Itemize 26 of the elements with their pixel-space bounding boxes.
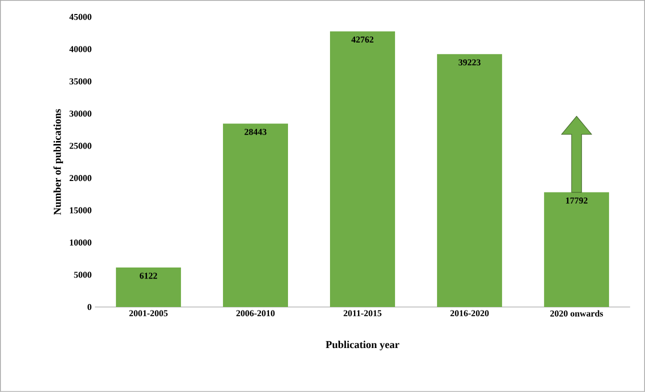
data-label: 28443 — [244, 128, 266, 135]
y-tick-label: 25000 — [70, 142, 92, 149]
y-tick-label: 30000 — [70, 110, 92, 117]
x-axis-title: Publication year — [326, 340, 400, 350]
y-tick-label: 10000 — [70, 240, 92, 246]
y-tick-label: 15000 — [70, 207, 92, 214]
y-axis-title: Number of publications — [53, 109, 64, 215]
y-tick-label: 40000 — [69, 46, 92, 52]
x-tick-label: 2001-2005 — [129, 310, 168, 316]
data-label: 42762 — [351, 36, 374, 43]
y-tick-label: 35000 — [70, 78, 92, 84]
bar — [116, 268, 181, 308]
x-tick-label: 2020 onwards — [550, 310, 603, 317]
y-tick-label: 45000 — [69, 14, 92, 20]
y-tick-label: 0 — [88, 304, 92, 310]
data-label: 6122 — [140, 272, 158, 279]
data-label: 39223 — [458, 59, 480, 66]
x-tick-label: 2006-2010 — [236, 310, 275, 316]
y-tick-label: 5000 — [74, 272, 92, 278]
data-label: 17792 — [566, 198, 588, 204]
bar — [330, 31, 396, 308]
bar — [437, 54, 502, 308]
x-tick-label: 2016-2020 — [450, 310, 489, 316]
bar — [222, 124, 288, 308]
x-tick-label: 2011-2015 — [344, 310, 382, 316]
y-tick-label: 20000 — [70, 175, 92, 182]
